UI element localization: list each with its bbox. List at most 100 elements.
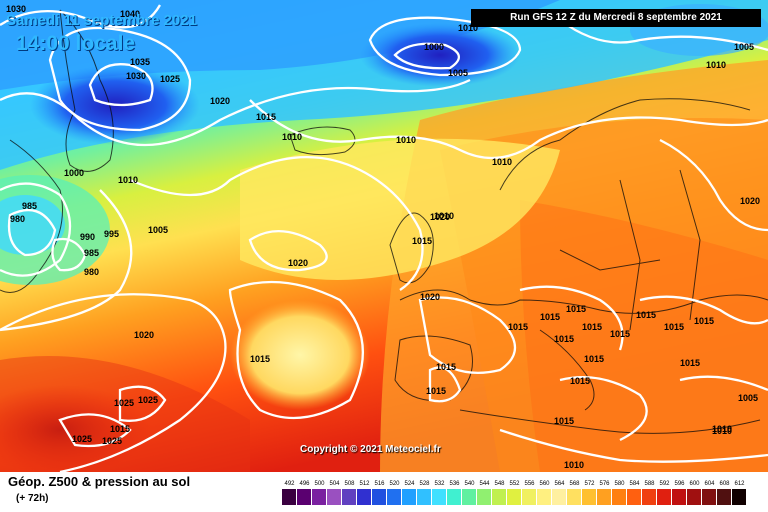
scale-swatch	[477, 489, 491, 505]
scale-swatch	[612, 489, 626, 505]
scale-tick-label: 564	[554, 481, 565, 487]
isobar-label: 1020	[420, 292, 440, 302]
scale-tick-label: 584	[629, 481, 640, 487]
model-run-label: Run GFS 12 Z du Mercredi 8 septembre 202…	[471, 9, 761, 27]
scale-swatch	[537, 489, 551, 505]
scale-swatch	[327, 489, 341, 505]
isobar-label: 985	[22, 201, 37, 211]
isobar-label: 980	[84, 267, 99, 277]
scale-tick-label: 504	[329, 481, 340, 487]
scale-tick-label: 520	[389, 481, 400, 487]
scale-tick-label: 576	[599, 481, 610, 487]
scale-tick-label: 608	[719, 481, 730, 487]
isobar-label: 1025	[102, 436, 122, 446]
isobar-label: 1000	[424, 42, 444, 52]
isobar-label: 1015	[250, 354, 270, 364]
scale-swatch	[282, 489, 296, 505]
scale-tick-label: 512	[359, 481, 370, 487]
isobar-label: 1025	[114, 398, 134, 408]
scale-tick-label: 524	[404, 481, 415, 487]
isobar-label: 1010	[396, 135, 416, 145]
isobar-label: 1035	[130, 57, 150, 67]
isobar-label: 1015	[584, 354, 604, 364]
scale-tick-label: 508	[344, 481, 355, 487]
isobar-label: 1010	[492, 157, 512, 167]
scale-swatch	[357, 489, 371, 505]
isobar-label: 1005	[448, 68, 468, 78]
isobar-label: 980	[10, 214, 25, 224]
isobar-label: 1015	[508, 322, 528, 332]
isobar-label: 1015	[554, 416, 574, 426]
copyright: Copyright © 2021 Meteociel.fr	[300, 444, 441, 455]
scale-swatch	[732, 489, 746, 505]
isobar-label: 1015	[694, 316, 714, 326]
scale-tick-label: 572	[584, 481, 595, 487]
coastlines	[0, 9, 768, 434]
scale-swatch	[582, 489, 596, 505]
scale-swatch	[522, 489, 536, 505]
scale-tick-label: 596	[674, 481, 685, 487]
isobar-label: 1010	[706, 60, 726, 70]
isobar-label: 1015	[570, 376, 590, 386]
scale-tick-label: 592	[659, 481, 670, 487]
scale-swatch	[672, 489, 686, 505]
scale-tick-label: 580	[614, 481, 625, 487]
isobar-label: 1040	[120, 9, 140, 19]
scale-tick-label: 492	[284, 481, 295, 487]
scale-tick-label: 496	[299, 481, 310, 487]
scale-swatch	[447, 489, 461, 505]
isobars	[0, 4, 768, 472]
isobar-label: 1005	[738, 393, 758, 403]
scale-tick-label: 516	[374, 481, 385, 487]
scale-swatch	[342, 489, 356, 505]
scale-tick-label: 560	[539, 481, 550, 487]
isobar-label: 1005	[148, 225, 168, 235]
isobar-label: 1010	[118, 175, 138, 185]
scale-tick-label: 548	[494, 481, 505, 487]
legend-title: Géop. Z500 & pression au sol	[8, 474, 191, 489]
scale-tick-label: 536	[449, 481, 460, 487]
isobar-label: 1015	[426, 386, 446, 396]
isobar-label: 1015	[110, 424, 130, 434]
scale-swatch	[687, 489, 701, 505]
scale-swatch	[597, 489, 611, 505]
scale-tick-label: 600	[689, 481, 700, 487]
scale-swatch	[627, 489, 641, 505]
isobar-label: 1015	[540, 312, 560, 322]
isobar-label: 995	[104, 229, 119, 239]
scale-tick-label: 528	[419, 481, 430, 487]
scale-swatch	[462, 489, 476, 505]
scale-tick-label: 556	[524, 481, 535, 487]
scale-tick-label: 544	[479, 481, 490, 487]
scale-swatch	[507, 489, 521, 505]
isobar-label: 1000	[64, 168, 84, 178]
forecast-date: Samedi 11 septembre 2021	[6, 12, 197, 29]
forecast-local-time: 14:00 locale	[16, 32, 136, 55]
scale-swatch	[702, 489, 716, 505]
isobar-label: 1015	[566, 304, 586, 314]
isobar-label: 1015	[636, 310, 656, 320]
scale-swatch	[642, 489, 656, 505]
scale-tick-label: 588	[644, 481, 655, 487]
isobar-label: 1020	[740, 196, 760, 206]
isobar-label: 1020	[210, 96, 230, 106]
isobar-label: 1015	[256, 112, 276, 122]
legend-subtitle: (+ 72h)	[16, 493, 49, 504]
isobar-label: 1010	[434, 211, 454, 221]
isobar-label: 1020	[430, 212, 450, 222]
scale-swatch	[387, 489, 401, 505]
isobar-label: 1025	[160, 74, 180, 84]
isobar-label: 1015	[436, 362, 456, 372]
scale-swatch	[417, 489, 431, 505]
isobar-label: 1020	[134, 330, 154, 340]
scale-tick-label: 540	[464, 481, 475, 487]
isobar-label: 1015	[412, 236, 432, 246]
scale-tick-label: 612	[734, 481, 745, 487]
isobar-label: 1025	[138, 395, 158, 405]
scale-tick-label: 568	[569, 481, 580, 487]
scale-swatch	[567, 489, 581, 505]
isobar-label: 1010	[564, 460, 584, 470]
isobar-label: 985	[84, 248, 99, 258]
scale-swatch	[432, 489, 446, 505]
isobar-label: 1015	[664, 322, 684, 332]
